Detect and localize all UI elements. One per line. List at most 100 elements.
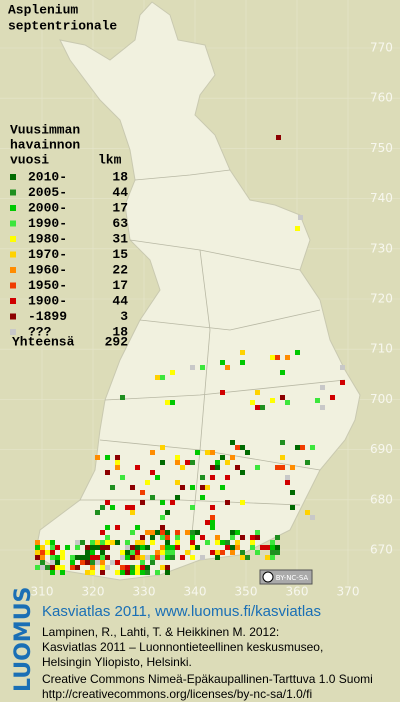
observation-square [80,555,85,560]
observation-square [280,395,285,400]
observation-square [85,550,90,555]
observation-square [255,405,260,410]
observation-square [160,500,165,505]
observation-square [140,565,145,570]
legend-count: 22 [112,262,128,277]
observation-square [155,555,160,560]
observation-square [35,565,40,570]
observation-square [190,460,195,465]
observation-square [160,565,165,570]
observation-square [150,530,155,535]
observation-square [95,555,100,560]
observation-square [175,530,180,535]
observation-square [330,395,335,400]
observation-square [155,550,160,555]
observation-square [225,545,230,550]
observation-square [185,530,190,535]
observation-square [100,560,105,565]
observation-square [165,535,170,540]
observation-square [230,550,235,555]
legend-swatch [10,313,16,320]
observation-square [170,555,175,560]
observation-square [50,545,55,550]
observation-square [180,485,185,490]
observation-square [55,555,60,560]
observation-square [150,495,155,500]
observation-square [140,535,145,540]
observation-square [235,445,240,450]
observation-square [205,540,210,545]
north-label: 720 [370,292,393,306]
title: Asplenium [8,2,78,17]
observation-square [125,570,130,575]
north-label: 750 [370,141,393,155]
observation-square [185,460,190,465]
observation-square [205,520,210,525]
observation-square [140,555,145,560]
legend-swatch [10,267,16,273]
observation-square [295,226,300,231]
north-label: 680 [370,492,393,506]
observation-square [285,400,290,405]
legend-swatch [10,205,16,211]
observation-square [125,540,130,545]
observation-square [125,565,130,570]
observation-square [40,555,45,560]
north-label: 740 [370,191,393,205]
legend-label: 1980- [28,231,67,246]
observation-square [260,405,265,410]
observation-square [305,510,310,515]
observation-square [285,480,290,485]
observation-square [75,555,80,560]
legend-swatch [10,236,16,242]
observation-square [105,470,110,475]
observation-square [40,550,45,555]
east-label: 370 [337,585,360,599]
observation-square [90,540,95,545]
observation-square [215,550,220,555]
observation-square [160,545,165,550]
observation-square [155,570,160,575]
observation-square [320,385,325,390]
license: http://creativecommons.org/licenses/by-n… [42,687,312,701]
observation-square [140,490,145,495]
observation-square [100,505,105,510]
observation-square [100,530,105,535]
legend-label: 2005- [28,185,67,200]
observation-square [255,550,260,555]
observation-square [130,545,135,550]
observation-square [100,545,105,550]
observation-square [210,520,215,525]
observation-square [145,555,150,560]
observation-square [260,545,265,550]
observation-square [270,550,275,555]
citation: Helsingin Yliopisto, Helsinki. [42,655,192,669]
observation-square [190,535,195,540]
observation-square [230,455,235,460]
legend-count: 44 [112,293,128,308]
observation-square [160,550,165,555]
observation-square [298,215,303,220]
observation-square [100,550,105,555]
observation-square [250,540,255,545]
observation-square [235,530,240,535]
north-label: 690 [370,442,393,456]
observation-square [175,455,180,460]
observation-square [195,545,200,550]
observation-square [110,505,115,510]
observation-square [120,475,125,480]
observation-square [270,545,275,550]
observation-square [165,565,170,570]
observation-square [130,550,135,555]
observation-square [165,545,170,550]
title: septentrionale [8,18,117,33]
observation-square [120,555,125,560]
observation-square [275,355,280,360]
observation-square [130,530,135,535]
observation-square [180,555,185,560]
observation-square [160,515,165,520]
observation-square [95,540,100,545]
observation-square [140,570,145,575]
observation-square [305,460,310,465]
